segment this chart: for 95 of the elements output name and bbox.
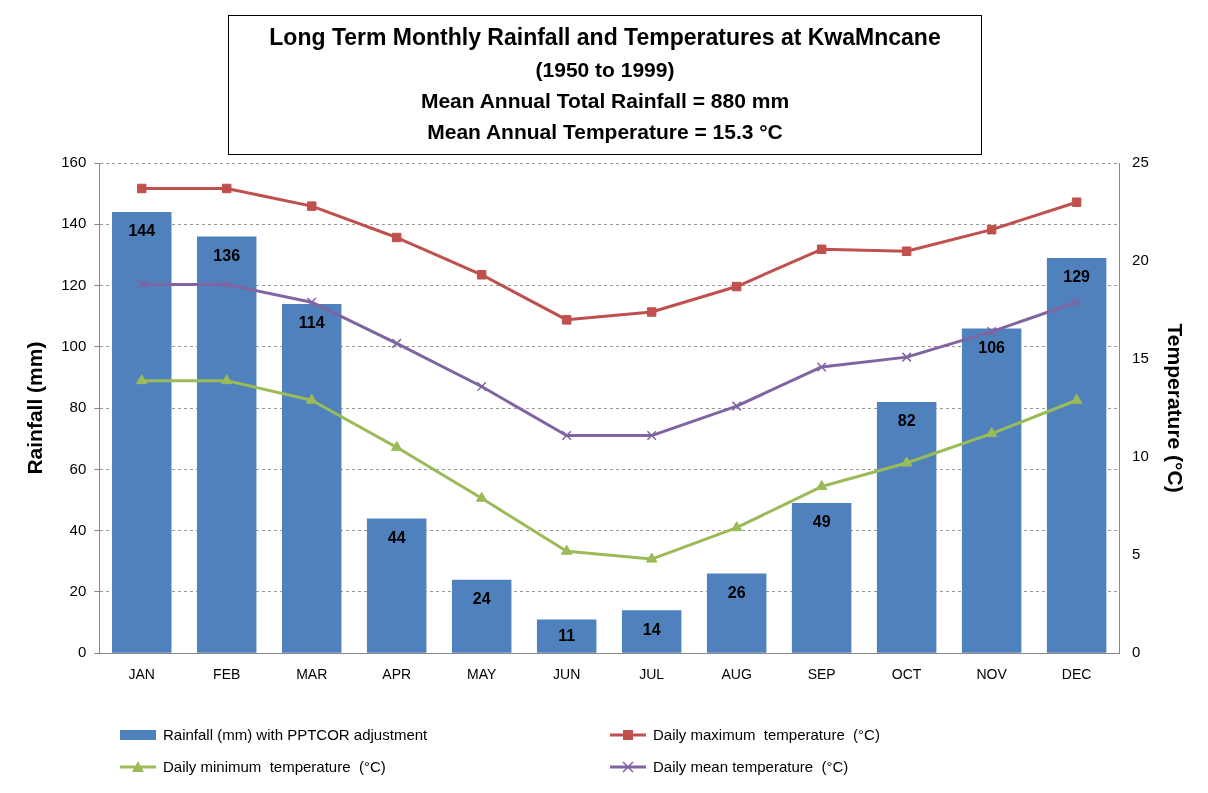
y-tick-label: 80 [69,398,87,416]
x-tick-label: JUL [639,666,665,683]
y-tick-label: 40 [69,520,87,538]
x-tick-label: OCT [891,666,922,683]
y-tick-label: 160 [61,153,87,171]
y2-tick-label: 20 [1132,251,1149,269]
x-tick-label: MAY [467,666,497,683]
point [731,401,742,412]
point [901,352,912,363]
point [731,281,742,292]
bar [111,212,172,653]
data-label: 24 [472,590,491,608]
point [221,374,233,385]
data-label: 82 [897,412,916,430]
point [900,456,913,467]
x-tick-label: JUN [553,666,581,683]
y-axis-title: Rainfall (mm) [23,341,47,475]
point [391,232,402,243]
bar [1046,257,1107,653]
point [476,381,487,392]
point [560,544,573,555]
y2-tick-label: 5 [1132,545,1141,563]
bar [791,503,852,653]
chart-subtitle: (1950 to 1999) [534,57,676,83]
chart-title: Long Term Monthly Rainfall and Temperatures at KwaMncane [268,23,942,52]
point [816,361,827,372]
bar [961,328,1022,653]
point [306,201,317,211]
x-tick-label: MAR [296,666,328,683]
data-label: 11 [558,626,576,644]
x-tick-label: AUG [721,666,752,683]
point [1071,197,1082,207]
y2-tick-label: 15 [1132,349,1149,367]
data-label: 129 [1063,268,1091,286]
x-tick-label: FEB [213,666,241,683]
text: Mean Annual Temperature = 15.3 °C [426,119,784,145]
point [816,244,827,255]
point [391,440,403,451]
x-tick-label: DEC [1061,666,1092,683]
data-label: 144 [128,222,156,240]
legend-label: Daily maximum temperature (°C) [653,726,880,743]
y-tick-label: 140 [61,214,87,232]
y-tick-label: 20 [69,582,87,600]
point [901,246,912,256]
y2-axis-title: Temperature (°C) [1163,323,1187,493]
legend-label: Daily mean temperature (°C) [653,758,849,775]
point [306,297,317,308]
bar [876,401,937,653]
data-label: 136 [213,246,241,264]
point [476,270,487,280]
point [136,279,147,290]
bar [706,573,767,653]
data-label: 44 [387,528,406,546]
point [561,315,572,325]
point [646,307,657,317]
data-label: 26 [727,583,746,601]
point [221,183,232,194]
bar [536,619,597,653]
y-tick-label: 120 [61,275,87,293]
point [136,374,148,385]
data-label: 114 [298,314,325,332]
y2-tick-label: 0 [1132,643,1141,661]
legend-label: Daily minimum temperature (°C) [163,758,386,775]
point [306,393,318,404]
point [136,183,147,194]
point [730,521,743,532]
bar [196,236,257,653]
data-label: 49 [812,513,831,531]
text: Mean Annual Total Rainfall = 880 mm [419,88,791,114]
legend-label: Rainfall (mm) with PPTCOR adjustment [163,726,428,743]
x-tick-label: SEP [807,666,836,683]
data-label: 106 [978,338,1006,356]
point [985,427,998,438]
bar [621,610,682,653]
point [646,430,657,441]
point [561,430,572,441]
point [475,491,488,502]
bar [451,579,512,653]
point [645,552,658,563]
x-tick-label: APR [382,666,412,683]
data-label: 14 [642,620,661,638]
bar [281,303,342,653]
bar [366,518,427,653]
point [221,279,232,290]
y-tick-label: 0 [77,643,87,661]
point [1071,297,1082,308]
point [391,338,402,349]
y2-tick-label: 10 [1132,447,1149,465]
y-tick-label: 100 [61,336,87,354]
y-tick-label: 60 [69,459,87,477]
point [986,224,997,235]
x-tick-label: JAN [128,666,155,683]
point [986,326,997,337]
y2-tick-label: 25 [1132,153,1149,171]
x-tick-label: NOV [976,666,1008,683]
